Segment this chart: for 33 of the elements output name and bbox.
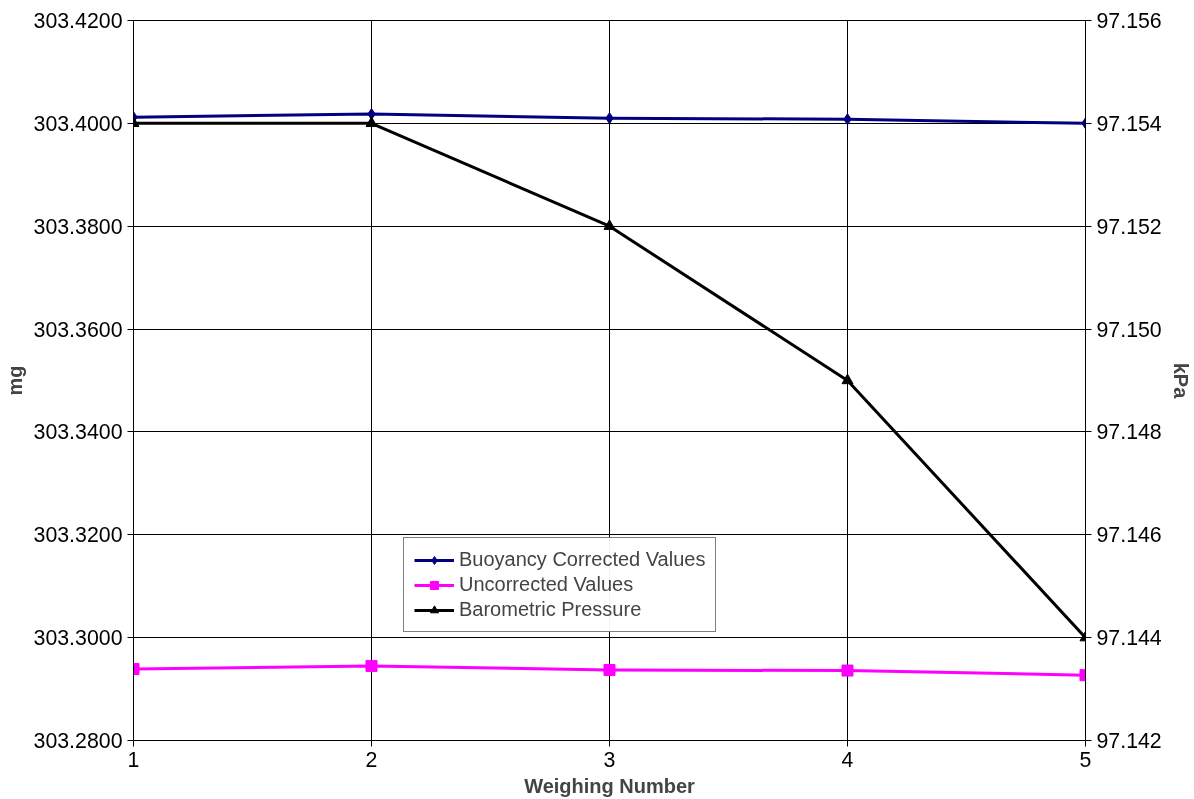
point <box>365 659 378 672</box>
y-tick-label: 303.3400 <box>33 420 123 445</box>
y2-axis-title: kPa <box>1169 362 1192 400</box>
legend-label: Uncorrected Values <box>459 573 634 596</box>
y2-tick-label: 97.144 <box>1096 626 1162 651</box>
point <box>841 373 854 385</box>
y-tick-label: 303.4000 <box>33 111 123 136</box>
y-axis-title: mg <box>3 365 26 396</box>
x-tick-label: 2 <box>365 747 378 772</box>
point <box>603 664 616 677</box>
y2-tick-label: 97.150 <box>1096 317 1162 342</box>
legend-label: Barometric Pressure <box>459 598 642 621</box>
y2-tick-label: 97.148 <box>1096 420 1162 445</box>
x-axis-title: Weighing Number <box>524 774 696 797</box>
x-tick-label: 5 <box>1079 747 1092 772</box>
y2-tick-label: 97.156 <box>1096 9 1162 33</box>
y2-tick-label: 97.142 <box>1096 729 1162 753</box>
y2-tick-label: 97.152 <box>1096 214 1162 239</box>
y-tick-label: 303.3600 <box>33 317 123 342</box>
point <box>365 116 378 128</box>
y-tick-label: 303.3800 <box>33 214 123 239</box>
y-tick-label: 303.3200 <box>33 523 123 548</box>
y-tick-label: 303.3000 <box>33 626 123 651</box>
legend-label: Buoyancy Corrected Values <box>459 548 706 571</box>
point <box>841 664 854 677</box>
x-tick-label: 1 <box>127 747 140 772</box>
y2-tick-label: 97.146 <box>1096 523 1162 548</box>
x-tick-label: 3 <box>603 747 616 772</box>
y-tick-label: 303.4200 <box>33 9 123 33</box>
y-tick-label: 303.2800 <box>33 729 123 753</box>
x-tick-label: 4 <box>841 747 854 772</box>
point <box>603 219 616 230</box>
y2-tick-label: 97.154 <box>1096 111 1162 136</box>
